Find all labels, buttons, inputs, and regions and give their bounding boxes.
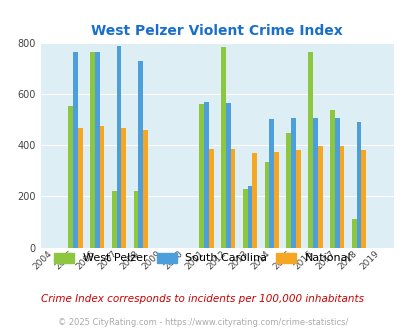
Bar bbox=[269, 119, 273, 248]
Bar bbox=[230, 148, 235, 248]
Bar bbox=[203, 102, 208, 248]
Legend: West Pelzer, South Carolina, National: West Pelzer, South Carolina, National bbox=[51, 249, 354, 267]
Bar bbox=[198, 104, 203, 248]
Bar bbox=[339, 146, 343, 248]
Bar bbox=[329, 111, 334, 248]
Bar bbox=[100, 126, 104, 248]
Bar bbox=[95, 52, 100, 248]
Bar bbox=[116, 46, 121, 248]
Bar bbox=[90, 52, 95, 248]
Bar bbox=[312, 117, 317, 248]
Bar bbox=[220, 47, 225, 248]
Bar bbox=[307, 52, 312, 248]
Bar bbox=[208, 148, 213, 248]
Bar bbox=[356, 122, 360, 248]
Bar bbox=[133, 191, 138, 248]
Bar bbox=[360, 150, 365, 248]
Bar bbox=[242, 189, 247, 248]
Bar bbox=[334, 118, 339, 248]
Title: West Pelzer Violent Crime Index: West Pelzer Violent Crime Index bbox=[91, 23, 342, 38]
Text: Crime Index corresponds to incidents per 100,000 inhabitants: Crime Index corresponds to incidents per… bbox=[41, 294, 364, 304]
Bar bbox=[247, 185, 252, 248]
Text: © 2025 CityRating.com - https://www.cityrating.com/crime-statistics/: © 2025 CityRating.com - https://www.city… bbox=[58, 318, 347, 327]
Bar bbox=[273, 151, 278, 248]
Bar bbox=[138, 61, 143, 248]
Bar bbox=[121, 128, 126, 248]
Bar bbox=[252, 153, 256, 248]
Bar bbox=[225, 103, 230, 248]
Bar bbox=[264, 162, 269, 248]
Bar bbox=[295, 150, 300, 248]
Bar bbox=[73, 52, 78, 248]
Bar bbox=[317, 146, 322, 248]
Bar bbox=[286, 133, 290, 248]
Bar bbox=[290, 117, 295, 248]
Bar bbox=[143, 130, 148, 248]
Bar bbox=[68, 106, 73, 248]
Bar bbox=[78, 128, 83, 248]
Bar bbox=[112, 191, 116, 248]
Bar bbox=[351, 219, 356, 248]
